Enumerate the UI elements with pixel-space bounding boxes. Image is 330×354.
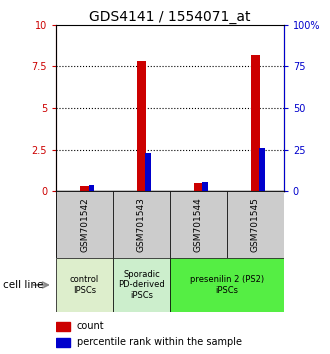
Text: GSM701545: GSM701545 [251,197,260,252]
Bar [113,258,170,312]
Bar [56,322,70,331]
Text: cell line: cell line [3,280,44,290]
Bar [146,153,151,191]
Bar [170,191,227,258]
Text: count: count [77,321,104,331]
Bar [202,182,208,191]
Text: control
IPSCs: control IPSCs [70,275,99,295]
Bar [137,61,146,191]
Text: Sporadic
PD-derived
iPSCs: Sporadic PD-derived iPSCs [118,270,165,300]
Text: GSM701542: GSM701542 [80,198,89,252]
Bar [56,338,70,347]
Text: GSM701543: GSM701543 [137,197,146,252]
Bar [56,258,113,312]
Bar [251,55,260,191]
Text: percentile rank within the sample: percentile rank within the sample [77,337,242,347]
Text: GSM701544: GSM701544 [194,198,203,252]
Bar [56,191,113,258]
Bar [194,183,203,191]
Bar [80,186,89,191]
Bar [170,258,284,312]
Title: GDS4141 / 1554071_at: GDS4141 / 1554071_at [89,10,251,24]
Bar [227,191,284,258]
Bar [88,184,94,191]
Bar [259,148,265,191]
Text: presenilin 2 (PS2)
iPSCs: presenilin 2 (PS2) iPSCs [190,275,264,295]
Bar [113,191,170,258]
